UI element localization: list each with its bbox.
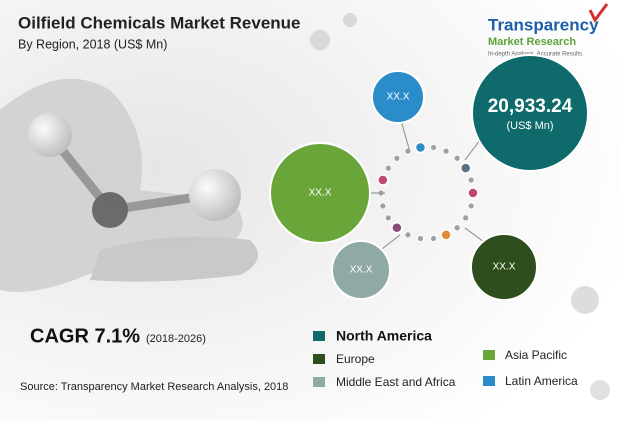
bubble-label: XX.X bbox=[493, 262, 516, 273]
ring-dot bbox=[459, 162, 472, 174]
legend-swatch bbox=[313, 331, 325, 341]
legend-swatch bbox=[313, 377, 325, 387]
logo-line: Market Research bbox=[488, 36, 576, 48]
bubble-asia-pacific bbox=[269, 142, 371, 244]
bubble-latin-america bbox=[371, 70, 425, 124]
legend-swatch bbox=[483, 350, 495, 360]
bubble-label: 20,933.24 bbox=[488, 96, 573, 117]
legend-label: Asia Pacific bbox=[505, 348, 567, 362]
ring-dot bbox=[384, 214, 392, 222]
ring-dot bbox=[467, 176, 475, 184]
bubble-label: XX.X bbox=[387, 92, 410, 103]
ring-dot bbox=[462, 214, 470, 222]
legend-label: Middle East and Africa bbox=[336, 375, 456, 389]
photo-decoration bbox=[0, 13, 610, 400]
bubble-europe bbox=[470, 233, 538, 301]
ring-dot bbox=[393, 154, 401, 162]
ring-dot bbox=[417, 235, 424, 242]
logo-check bbox=[588, 3, 609, 23]
legend: North America Europe Middle East and Afr… bbox=[313, 328, 578, 389]
ring-dot bbox=[377, 174, 389, 186]
legend-label: North America bbox=[336, 328, 432, 344]
ring-dot bbox=[414, 141, 427, 154]
ring-dot bbox=[453, 154, 461, 162]
legend-label: Europe bbox=[336, 352, 375, 366]
title: Oilfield Chemicals Market Revenue bbox=[18, 13, 301, 32]
logo-name: Transparency bbox=[488, 15, 599, 34]
connector-ring bbox=[377, 141, 479, 242]
ring-dot bbox=[467, 202, 475, 210]
ring-dot bbox=[391, 222, 403, 234]
bubble-middle-east-africa bbox=[331, 240, 391, 300]
cagr: CAGR 7.1% bbox=[30, 325, 140, 347]
ring-dot bbox=[467, 187, 479, 199]
ring-dot bbox=[430, 144, 437, 151]
ring-dot bbox=[384, 164, 392, 172]
ring-dot bbox=[442, 147, 450, 155]
legend-swatch bbox=[483, 376, 495, 386]
ring-dot bbox=[453, 224, 461, 232]
ring-dot bbox=[430, 235, 437, 242]
legend-label: Latin America bbox=[505, 374, 578, 388]
bubble-north-america bbox=[471, 54, 589, 172]
ring-dot bbox=[379, 202, 387, 210]
ring-dot bbox=[440, 229, 452, 241]
bubble-label: XX.X bbox=[309, 188, 332, 199]
cagr-period: (2018-2026) bbox=[146, 333, 206, 345]
bubble-unit: (US$ Mn) bbox=[506, 120, 553, 132]
bubble-label: XX.X bbox=[350, 265, 373, 276]
ring-dot bbox=[404, 231, 412, 239]
subtitle: By Region, 2018 (US$ Mn) bbox=[18, 37, 167, 51]
source: Source: Transparency Market Research Ana… bbox=[20, 381, 288, 393]
legend-swatch bbox=[313, 354, 325, 364]
